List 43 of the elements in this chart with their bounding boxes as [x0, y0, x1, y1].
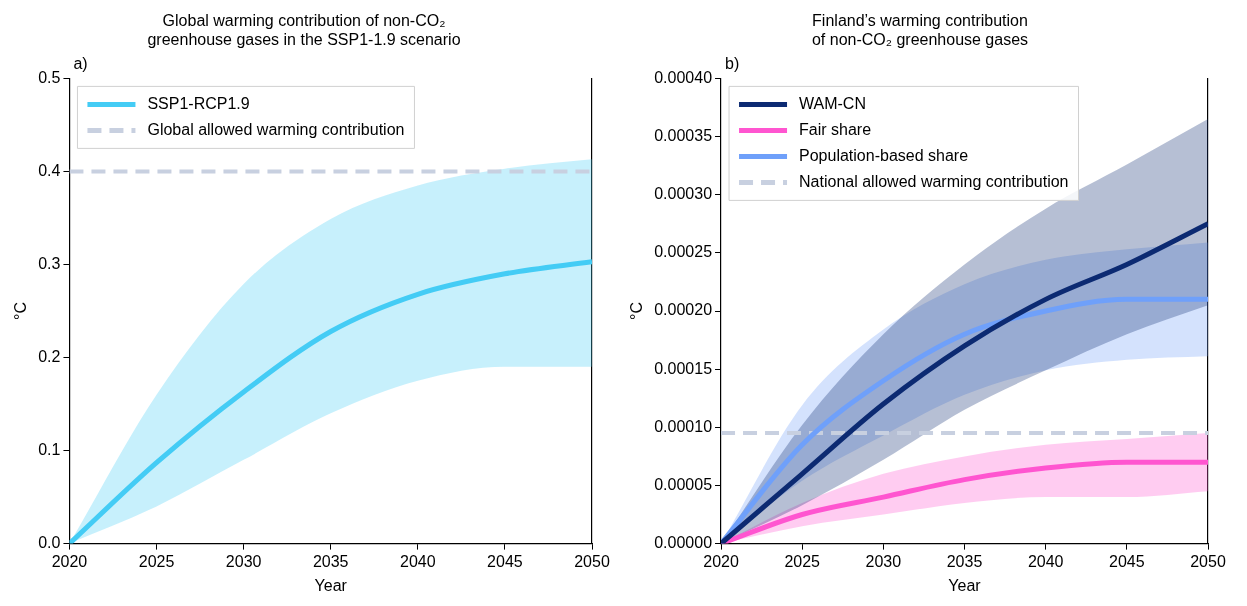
legend-label: Population-based share	[799, 146, 969, 164]
x-tick-label: 2045	[1109, 552, 1145, 570]
x-tick-label: 2030	[225, 552, 262, 570]
y-axis-title: °C	[628, 302, 646, 320]
y-tick-label: 0.3	[38, 254, 61, 272]
y-tick-label: 0.5	[38, 68, 61, 86]
y-tick-label: 0.00010	[654, 417, 713, 435]
text: b)	[725, 54, 740, 72]
y-tick-label: 0.00025	[654, 243, 713, 261]
y-tick-label: 0.00020	[654, 301, 713, 319]
x-tick-label: 2020	[703, 552, 739, 570]
x-axis-title: Year	[314, 576, 348, 594]
y-tick-label: 0.00030	[654, 185, 713, 203]
legend-label: SSP1-RCP1.9	[147, 94, 250, 112]
y-axis-title: °C	[12, 302, 30, 320]
x-tick-label: 2045	[487, 552, 523, 570]
y-tick-label: 0.00035	[654, 126, 713, 144]
x-axis-title: Year	[948, 576, 982, 594]
y-tick-label: 0.00000	[654, 534, 713, 552]
legend-label: Global allowed warming contribution	[147, 120, 405, 138]
chart-title: Global warming contribution of non-CO₂ greenhouse gases in the SSP1-1.9 scenario	[147, 12, 461, 49]
x-tick-label: 2050	[1190, 552, 1226, 570]
y-tick-label: 0.4	[38, 161, 61, 179]
x-tick-label: 2025	[138, 552, 175, 570]
x-tick-label: 2030	[865, 552, 902, 570]
x-tick-label: 2020	[51, 552, 88, 570]
y-tick-label: 0.00015	[654, 359, 713, 377]
text: a)	[73, 54, 88, 72]
x-tick-label: 2025	[784, 552, 821, 570]
chart-title: Finland’s warming contribution of non-CO₂ greenhouse gases	[811, 12, 1029, 49]
x-tick-label: 2040	[1027, 552, 1064, 570]
y-tick-label: 0.1	[38, 440, 61, 458]
legend-label: National allowed warming contribution	[799, 172, 1069, 190]
x-tick-label: 2050	[574, 552, 610, 570]
y-tick-label: 0.0	[38, 534, 61, 552]
y-tick-label: 0.2	[38, 347, 61, 365]
x-tick-label: 2035	[312, 552, 349, 570]
y-tick-label: 0.00005	[654, 475, 713, 493]
x-tick-label: 2035	[946, 552, 983, 570]
x-tick-label: 2040	[400, 552, 436, 570]
y-tick-label: 0.00040	[654, 68, 713, 86]
legend-label: Fair share	[799, 120, 872, 138]
legend-label: WAM-CN	[799, 94, 866, 112]
